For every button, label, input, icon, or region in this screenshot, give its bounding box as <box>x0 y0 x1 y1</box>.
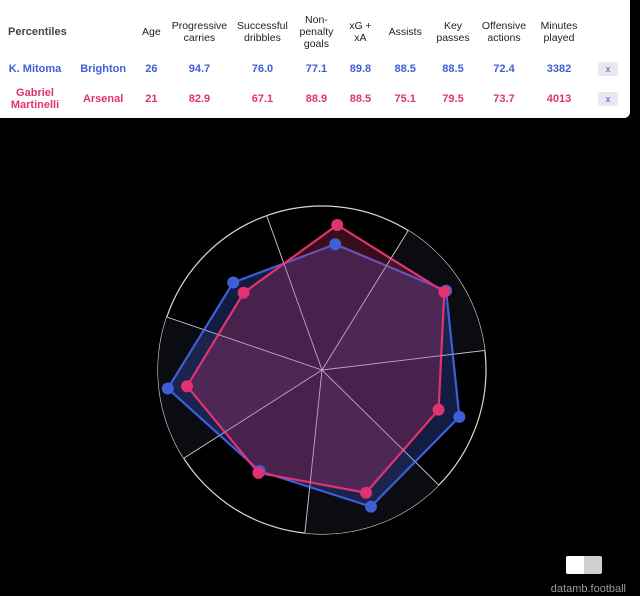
stat-cell: 4013 <box>546 93 572 105</box>
team-name: Arsenal <box>82 93 124 105</box>
stat-cell: 79.5 <box>442 93 464 105</box>
stat-cell: 88.9 <box>305 93 328 105</box>
theme-toggle[interactable] <box>566 556 602 574</box>
stat-cell: 21 <box>145 93 158 105</box>
radar-sector-line <box>304 369 323 534</box>
stat-cell: 88.5 <box>349 93 372 105</box>
radar-chart <box>157 205 487 535</box>
radar-point <box>359 486 372 499</box>
column-header: Offensive actions <box>481 20 527 44</box>
column-header: Successful dribbles <box>237 20 288 44</box>
radar-sector-line-overlay <box>266 215 323 371</box>
radar-sector-line-overlay <box>166 316 323 371</box>
radar-sector-line-overlay <box>321 230 409 371</box>
radar-point <box>227 276 240 289</box>
stat-cell: 89.8 <box>349 63 372 75</box>
radar-point <box>161 382 174 395</box>
stat-cell: 72.4 <box>493 63 515 75</box>
stat-cell: 88.5 <box>394 63 416 75</box>
radar-series-area <box>185 223 446 494</box>
radar-point <box>432 403 445 416</box>
player-name[interactable]: K. Mitoma <box>8 63 62 75</box>
team-name: Brighton <box>80 63 127 75</box>
remove-player-button[interactable]: x <box>598 92 618 106</box>
radar-point <box>329 238 342 251</box>
column-header: Age <box>142 26 161 38</box>
column-header: Minutes played <box>540 20 578 44</box>
stat-cell: 94.7 <box>188 63 211 75</box>
remove-player-button[interactable]: x <box>598 62 618 76</box>
radar-sector-line-overlay <box>304 369 323 534</box>
stat-cell: 67.1 <box>251 93 274 105</box>
stat-cell: 82.9 <box>188 93 211 105</box>
stat-cell: 26 <box>145 63 158 75</box>
column-header: xG + xA <box>349 20 372 44</box>
radar-wedge <box>158 316 322 459</box>
radar-sector-line <box>321 349 485 371</box>
radar-wedge <box>304 370 439 534</box>
percentiles-table-panel: Percentiles Age Progressive carries Succ… <box>0 0 630 118</box>
stat-cell: 88.5 <box>442 63 464 75</box>
table-header-row: Percentiles Age Progressive carries Succ… <box>0 10 630 54</box>
stat-cell: 77.1 <box>305 63 328 75</box>
column-header: Non-penalty goals <box>299 14 334 50</box>
stat-cell: 3382 <box>546 63 572 75</box>
radar-sector-line <box>321 369 440 486</box>
radar-sector-line <box>166 316 323 371</box>
stat-cell: 73.7 <box>493 93 515 105</box>
radar-point <box>331 219 344 232</box>
stat-cell: 75.1 <box>394 93 416 105</box>
radar-series-area <box>166 243 461 508</box>
radar-sector-line <box>321 230 409 371</box>
stat-cell: 76.0 <box>251 63 274 75</box>
column-header: Progressive carries <box>171 20 228 44</box>
player-name[interactable]: Gabriel Martinelli <box>10 87 60 111</box>
watermark: datamb.football <box>550 583 626 595</box>
percentiles-table: Percentiles Age Progressive carries Succ… <box>0 10 630 114</box>
radar-wedge <box>322 230 485 370</box>
column-header: Assists <box>388 26 422 38</box>
radar-point <box>364 500 377 513</box>
radar-sector-line-overlay <box>321 369 440 486</box>
table-row: Gabriel Martinelli Arsenal 21 82.9 67.1 … <box>0 84 630 114</box>
radar-point <box>237 286 250 299</box>
radar-sector-line <box>183 369 323 459</box>
radar-sector-line-overlay <box>321 350 485 371</box>
radar-point <box>438 285 451 298</box>
percentiles-header: Percentiles <box>8 26 67 38</box>
table-row: K. Mitoma Brighton 26 94.7 76.0 77.1 89.… <box>0 54 630 84</box>
radar-point <box>252 466 265 479</box>
radar-sector-line <box>266 215 323 371</box>
radar-point <box>453 410 466 423</box>
column-header: Key passes <box>436 20 470 44</box>
toggle-knob <box>566 556 584 574</box>
radar-point <box>181 380 194 393</box>
radar-sector-line-overlay <box>183 369 323 459</box>
